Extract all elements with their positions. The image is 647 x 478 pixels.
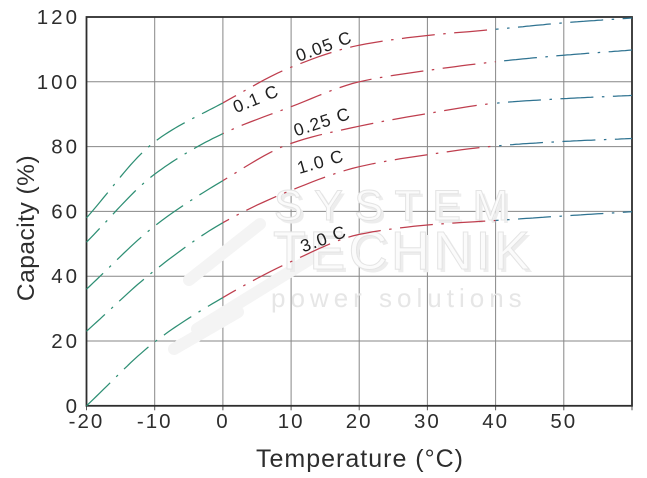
svg-text:120: 120 bbox=[37, 6, 80, 29]
svg-text:TECHNIK: TECHNIK bbox=[276, 224, 536, 284]
svg-text:Temperature (°C): Temperature (°C) bbox=[256, 445, 464, 473]
svg-text:SYSTEM: SYSTEM bbox=[277, 185, 523, 233]
svg-text:-20: -20 bbox=[69, 410, 105, 433]
svg-text:40: 40 bbox=[51, 265, 80, 288]
svg-text:30: 30 bbox=[414, 410, 441, 433]
svg-text:20: 20 bbox=[346, 410, 373, 433]
svg-text:20: 20 bbox=[51, 330, 80, 353]
svg-text:100: 100 bbox=[37, 71, 80, 94]
svg-text:50: 50 bbox=[550, 410, 577, 433]
svg-text:40: 40 bbox=[482, 410, 509, 433]
svg-text:10: 10 bbox=[278, 410, 305, 433]
svg-text:0: 0 bbox=[216, 410, 229, 433]
svg-text:power solutions: power solutions bbox=[271, 283, 527, 313]
svg-text:80: 80 bbox=[51, 136, 80, 159]
svg-text:Capacity (%): Capacity (%) bbox=[13, 155, 40, 301]
svg-text:0: 0 bbox=[66, 395, 80, 418]
svg-text:60: 60 bbox=[51, 200, 80, 223]
svg-text:TECHNIK: TECHNIK bbox=[273, 221, 533, 281]
svg-text:-10: -10 bbox=[137, 410, 173, 433]
